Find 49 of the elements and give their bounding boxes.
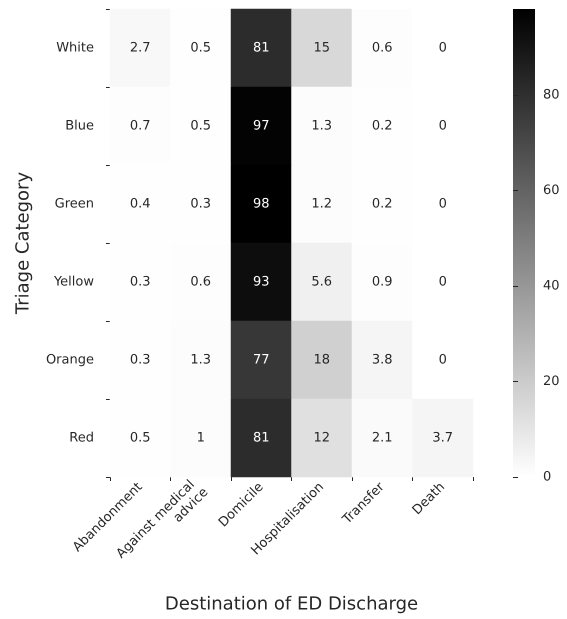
data-label: 1.3 <box>311 118 332 134</box>
y-tick-label: Yellow <box>52 274 94 290</box>
y-tick-label: Orange <box>46 352 94 368</box>
data-label: 0.3 <box>130 274 151 290</box>
data-label: 77 <box>252 352 270 368</box>
data-label: 1.2 <box>311 196 332 212</box>
data-label: 0 <box>438 274 447 290</box>
y-axis-title: Triage Category <box>12 172 34 316</box>
y-tick-label: Green <box>54 196 94 212</box>
data-label: 2.1 <box>372 430 393 446</box>
data-label: 0.6 <box>190 274 212 290</box>
data-label: 1 <box>196 430 205 446</box>
data-label: 0.5 <box>190 40 212 56</box>
data-label: 0.7 <box>130 118 151 134</box>
data-label: 2.7 <box>130 40 151 56</box>
color-bar-label: 20 <box>543 374 560 389</box>
data-label: 0.4 <box>130 196 151 212</box>
data-label: 1.3 <box>190 352 212 368</box>
y-tick-label: White <box>56 40 94 56</box>
color-bar-label: 80 <box>543 87 560 102</box>
data-label: 0.6 <box>372 40 393 56</box>
data-label: 0.3 <box>190 196 212 212</box>
data-label: 5.6 <box>311 274 332 290</box>
data-label: 15 <box>313 40 330 56</box>
data-label: 81 <box>252 430 270 446</box>
color-bar-label: 0 <box>543 470 552 484</box>
data-label: 0 <box>438 40 447 56</box>
data-label: 93 <box>252 274 270 290</box>
y-tick-label: Blue <box>65 118 94 134</box>
x-axis-title: Destination of ED Discharge <box>164 594 418 614</box>
data-label: 12 <box>313 430 330 446</box>
data-label: 3.8 <box>372 352 393 368</box>
data-label: 18 <box>313 352 330 368</box>
data-label: 0 <box>438 352 447 368</box>
color-bar-label: 40 <box>543 278 560 294</box>
data-label: 98 <box>252 196 270 212</box>
data-label: 0.5 <box>130 430 151 446</box>
data-label: 3.7 <box>432 430 454 446</box>
data-label: 97 <box>252 118 270 134</box>
data-label: 0.3 <box>130 352 151 368</box>
data-label: 81 <box>252 40 270 56</box>
color-bar-label: 60 <box>543 182 560 198</box>
data-label: 0 <box>438 196 447 212</box>
data-label: 0.2 <box>372 118 393 134</box>
data-label: 0.9 <box>372 274 393 290</box>
y-tick-label: Red <box>69 430 94 446</box>
data-label: 0.5 <box>190 118 212 134</box>
data-label: 0 <box>438 118 447 134</box>
data-label: 0.2 <box>372 196 393 212</box>
